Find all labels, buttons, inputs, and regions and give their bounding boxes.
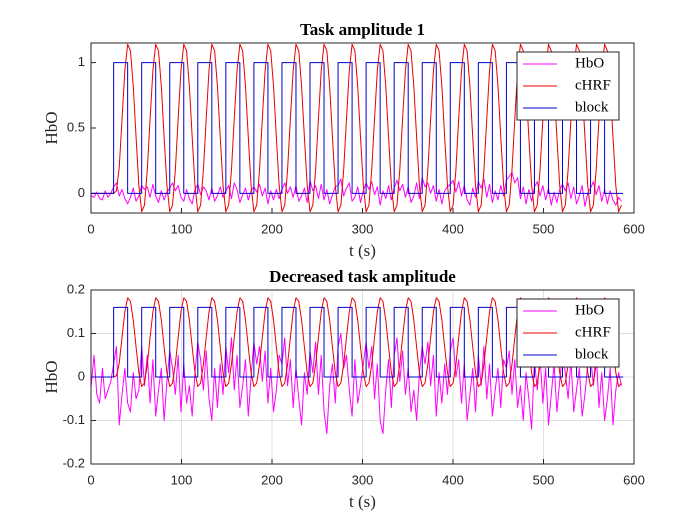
line-chrf	[91, 43, 622, 213]
y-tick-label: 1	[78, 54, 85, 69]
axes-box	[90, 42, 635, 214]
subplot: 0 100 200 300 400 500 600 0 0.5 1 Task amplitude 1…	[42, 20, 645, 260]
x-tick-label: 0	[87, 221, 94, 236]
y-tick-label: 0.1	[67, 325, 85, 340]
x-tick-label: 500	[533, 472, 555, 487]
lines	[91, 297, 624, 435]
x-tick-label: 200	[261, 472, 283, 487]
y-tick-label: 0	[78, 368, 85, 383]
y-axis-label: HbO	[42, 111, 61, 144]
x-tick-label: 0	[87, 472, 94, 487]
legend-label: cHRF	[575, 77, 611, 93]
x-tick-label: 100	[171, 472, 193, 487]
legend: HbO cHRF block	[516, 298, 620, 368]
subplot: 0 100 200 300 400 500 600 -0.2 -0.1 0 0.1 0.2 Decrea…	[42, 267, 645, 511]
legend-label: block	[575, 346, 609, 362]
x-axis-label: t (s)	[349, 492, 376, 511]
legend-label: cHRF	[575, 324, 611, 340]
y-tick-label: 0.2	[67, 281, 85, 296]
chart-title: Task amplitude 1	[300, 20, 425, 39]
y-tick-label: -0.2	[63, 455, 85, 470]
x-tick-label: 600	[623, 221, 645, 236]
lines	[91, 43, 624, 213]
line-block	[91, 62, 624, 194]
legend-label: HbO	[575, 302, 604, 318]
x-tick-label: 600	[623, 472, 645, 487]
x-tick-label: 400	[442, 472, 464, 487]
y-tick-label: 0.5	[67, 119, 85, 134]
x-axis-label: t (s)	[349, 241, 376, 260]
line-hbo	[91, 333, 622, 435]
legend-label: HbO	[575, 55, 604, 71]
line-chrf	[91, 297, 622, 388]
x-tick-label: 200	[261, 221, 283, 236]
chart-title: Decreased task amplitude	[269, 267, 456, 286]
y-axis-label: HbO	[42, 360, 61, 393]
y-tick-label: 0	[78, 185, 85, 200]
x-tick-label: 500	[533, 221, 555, 236]
x-tick-label: 400	[442, 221, 464, 236]
line-block	[91, 306, 624, 378]
x-tick-label: 300	[352, 472, 374, 487]
y-tick-label: -0.1	[63, 412, 85, 427]
x-tick-label: 300	[352, 221, 374, 236]
x-tick-label: 100	[171, 221, 193, 236]
axes-box	[90, 289, 635, 465]
legend: HbO cHRF block	[516, 51, 620, 121]
legend-label: block	[575, 99, 609, 115]
